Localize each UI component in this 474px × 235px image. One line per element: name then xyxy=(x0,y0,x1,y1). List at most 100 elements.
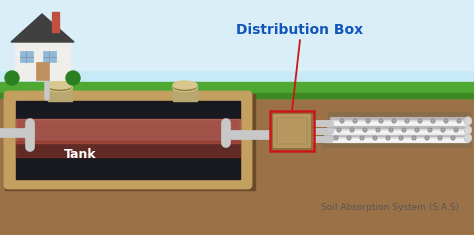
Circle shape xyxy=(458,120,460,122)
Bar xyxy=(325,121,470,139)
Ellipse shape xyxy=(465,127,471,133)
Bar xyxy=(16,119,240,143)
Circle shape xyxy=(406,120,408,122)
Circle shape xyxy=(438,136,442,140)
Circle shape xyxy=(399,136,403,140)
Bar xyxy=(16,101,240,179)
Circle shape xyxy=(347,136,351,140)
Circle shape xyxy=(367,120,369,122)
Circle shape xyxy=(393,120,395,122)
Circle shape xyxy=(418,119,422,123)
Circle shape xyxy=(428,128,432,132)
Bar xyxy=(48,87,72,101)
Bar xyxy=(5,94,255,190)
Circle shape xyxy=(432,120,434,122)
Ellipse shape xyxy=(48,81,72,89)
Circle shape xyxy=(363,128,367,132)
Bar xyxy=(328,112,470,130)
Circle shape xyxy=(452,137,454,139)
Circle shape xyxy=(380,120,382,122)
FancyBboxPatch shape xyxy=(5,92,251,188)
Circle shape xyxy=(439,137,441,139)
Circle shape xyxy=(66,71,80,85)
Ellipse shape xyxy=(465,118,471,124)
Bar xyxy=(325,121,470,139)
Circle shape xyxy=(351,129,353,131)
Circle shape xyxy=(454,128,458,132)
Bar xyxy=(327,126,468,134)
Ellipse shape xyxy=(465,135,471,141)
Circle shape xyxy=(445,120,447,122)
Bar xyxy=(0,0,474,70)
Circle shape xyxy=(400,137,402,139)
Circle shape xyxy=(354,120,356,122)
Circle shape xyxy=(389,128,393,132)
Circle shape xyxy=(361,137,363,139)
Ellipse shape xyxy=(465,117,472,125)
Bar xyxy=(328,112,470,130)
Bar xyxy=(0,0,474,90)
Circle shape xyxy=(366,119,370,123)
Bar xyxy=(327,131,468,134)
Ellipse shape xyxy=(49,83,71,90)
Circle shape xyxy=(455,129,457,131)
Circle shape xyxy=(441,128,445,132)
Bar xyxy=(36,62,49,80)
Text: Soil Absorption System (S.A.S): Soil Absorption System (S.A.S) xyxy=(321,203,459,212)
Text: Distribution Box: Distribution Box xyxy=(237,23,364,37)
Bar xyxy=(330,117,468,119)
Circle shape xyxy=(335,137,337,139)
Circle shape xyxy=(348,137,350,139)
Ellipse shape xyxy=(173,82,197,91)
Circle shape xyxy=(390,129,392,131)
Circle shape xyxy=(429,129,431,131)
Circle shape xyxy=(405,119,409,123)
Bar xyxy=(0,93,474,98)
Circle shape xyxy=(457,119,461,123)
Circle shape xyxy=(353,119,357,123)
Ellipse shape xyxy=(465,134,472,142)
Circle shape xyxy=(419,120,421,122)
Ellipse shape xyxy=(174,83,196,90)
Circle shape xyxy=(425,136,429,140)
Bar xyxy=(0,87,474,235)
Bar xyxy=(322,129,470,147)
Circle shape xyxy=(364,129,366,131)
Circle shape xyxy=(373,136,377,140)
Bar xyxy=(330,122,468,125)
Bar xyxy=(52,12,59,32)
Bar xyxy=(173,87,197,101)
Circle shape xyxy=(334,136,338,140)
Circle shape xyxy=(403,129,405,131)
Circle shape xyxy=(377,129,379,131)
Circle shape xyxy=(412,136,416,140)
Circle shape xyxy=(442,129,444,131)
Circle shape xyxy=(386,136,390,140)
Bar xyxy=(327,126,468,128)
Text: Tank: Tank xyxy=(64,149,96,161)
Bar xyxy=(15,42,70,80)
Circle shape xyxy=(416,129,418,131)
Ellipse shape xyxy=(48,82,72,91)
Circle shape xyxy=(350,128,354,132)
Circle shape xyxy=(337,128,341,132)
FancyBboxPatch shape xyxy=(277,118,307,144)
Circle shape xyxy=(376,128,380,132)
Bar xyxy=(270,111,314,151)
Circle shape xyxy=(415,128,419,132)
Bar xyxy=(16,141,240,157)
Ellipse shape xyxy=(173,81,197,89)
Circle shape xyxy=(387,137,389,139)
Circle shape xyxy=(431,119,435,123)
Bar xyxy=(322,129,470,147)
Bar xyxy=(324,134,468,142)
Circle shape xyxy=(451,136,455,140)
Bar xyxy=(330,117,468,125)
Circle shape xyxy=(379,119,383,123)
Bar xyxy=(324,134,468,136)
Circle shape xyxy=(5,71,19,85)
Circle shape xyxy=(360,136,364,140)
Circle shape xyxy=(392,119,396,123)
Circle shape xyxy=(426,137,428,139)
Bar xyxy=(43,51,56,62)
